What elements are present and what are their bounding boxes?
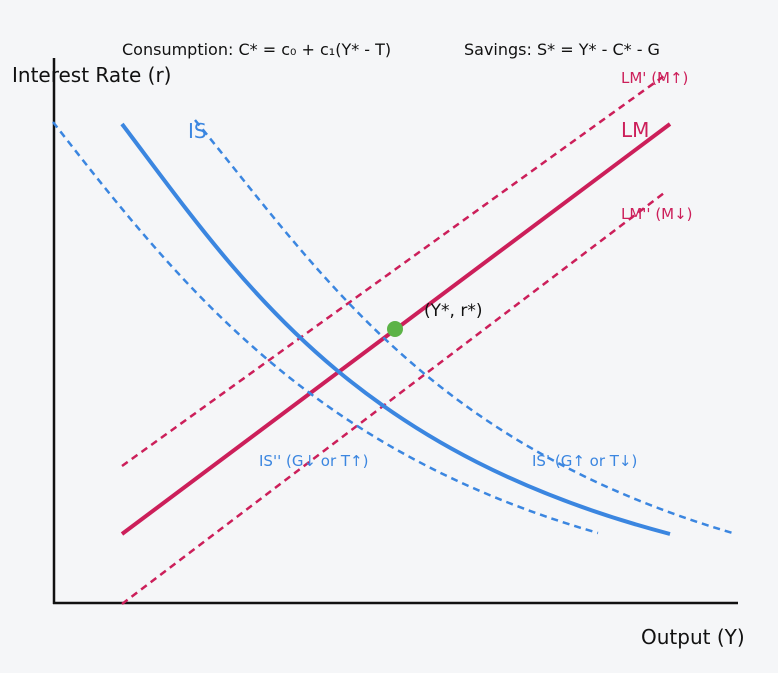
equilibrium-point xyxy=(387,321,403,337)
is-shift-left-label: IS'' (G↓ or T↑) xyxy=(259,452,368,470)
lm-shift-up-curve xyxy=(121,74,665,468)
lm-shift-down-label: LM'' (M↓) xyxy=(621,205,693,223)
is-shift-right-label: IS' (G↑ or T↓) xyxy=(532,452,637,470)
is-curve xyxy=(120,122,671,536)
y-axis-title: Interest Rate (r) xyxy=(12,63,171,87)
is-shift-left-curve xyxy=(52,121,599,535)
savings-equation: Savings: S* = Y* - C* - G xyxy=(464,40,660,59)
lm-shift-up-label: LM' (M↑) xyxy=(621,69,688,87)
lm-curve-label: LM xyxy=(621,118,649,142)
equilibrium-label: (Y*, r*) xyxy=(424,301,482,321)
is-shift-right-curve xyxy=(194,119,737,536)
is-curve-label: IS xyxy=(188,119,207,143)
x-axis-title: Output (Y) xyxy=(641,625,745,649)
lm-shift-down-curve xyxy=(121,192,665,605)
consumption-equation: Consumption: C* = c₀ + c₁(Y* - T) xyxy=(122,40,391,59)
